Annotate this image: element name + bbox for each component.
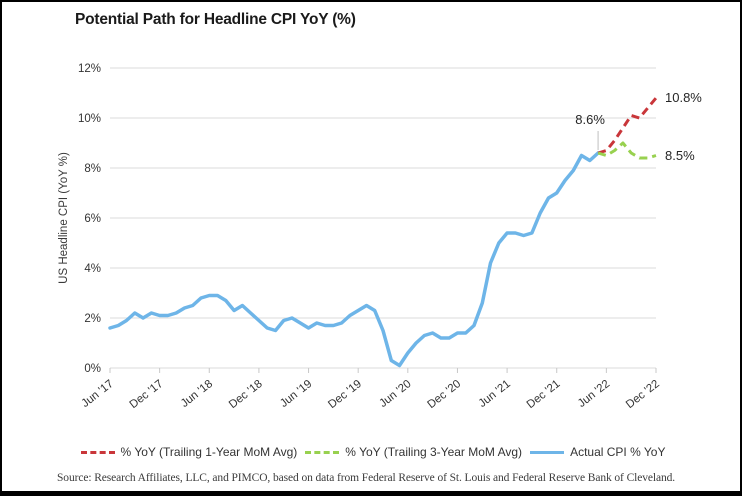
- y-tick-label: 0%: [84, 363, 101, 375]
- source-text: Source: Research Affiliates, LLC, and PI…: [57, 472, 676, 484]
- y-tick-label: 6%: [84, 213, 101, 225]
- x-tick-label: Jun '22: [576, 378, 612, 410]
- series-line-3yr-avg: [597, 141, 657, 160]
- label-red-end: 10.8%: [665, 90, 702, 105]
- callout-actual-end: 8.6%: [575, 112, 605, 127]
- legend-item-actual-cpi: Actual CPI % YoY: [530, 445, 665, 459]
- x-tick-label: Dec '18: [227, 378, 265, 411]
- legend-item-1yr-avg: % YoY (Trailing 1-Year MoM Avg): [80, 445, 298, 459]
- chart-title: Potential Path for Headline CPI YoY (%): [75, 11, 356, 28]
- x-tick-label: Jun '18: [179, 378, 215, 410]
- y-tick-label: 12%: [78, 63, 101, 75]
- y-tick-label: 10%: [78, 113, 101, 125]
- label-green-end: 8.5%: [665, 147, 695, 163]
- y-tick-label: 8%: [84, 163, 101, 175]
- green-dashed-line-sample: [305, 450, 340, 454]
- chart-plot-area: 0% 2% 4% 6% 8% 10% 12% Jun '17 Dec '17 Jun '18 Dec…: [78, 63, 662, 411]
- source-bar: Source: Research Affiliates, LLC, and PI…: [2, 469, 740, 491]
- legend: % YoY (Trailing 1-Year MoM Avg) % YoY (T…: [2, 445, 740, 459]
- x-tick-label: Jun '20: [377, 378, 413, 410]
- x-tick-label: Dec '19: [326, 378, 364, 411]
- series-line-1yr-avg: [597, 97, 658, 155]
- y-tick-label: 4%: [84, 263, 101, 275]
- blue-solid-line-sample: [530, 450, 565, 454]
- legend-label-3yr-avg: % YoY (Trailing 3-Year MoM Avg): [345, 445, 523, 459]
- x-tick-label: Jun '19: [278, 378, 314, 410]
- x-tick-label: Dec '17: [128, 378, 166, 411]
- x-tick-label: Dec '20: [425, 378, 463, 411]
- x-tick-label: Dec '22: [624, 378, 662, 411]
- red-dashed-line-sample: [80, 450, 115, 454]
- legend-item-3yr-avg: % YoY (Trailing 3-Year MoM Avg): [305, 445, 522, 459]
- x-tick-label: Jun '17: [80, 378, 116, 410]
- legend-label-actual-cpi: Actual CPI % YoY: [570, 445, 666, 459]
- x-tick-label: Dec '21: [525, 378, 563, 411]
- y-tick-label: 2%: [84, 313, 101, 325]
- series-line-actual-cpi: [108, 151, 600, 368]
- legend-label-1yr-avg: % YoY (Trailing 1-Year MoM Avg): [120, 445, 298, 459]
- x-tick-label: Jun '21: [477, 378, 513, 410]
